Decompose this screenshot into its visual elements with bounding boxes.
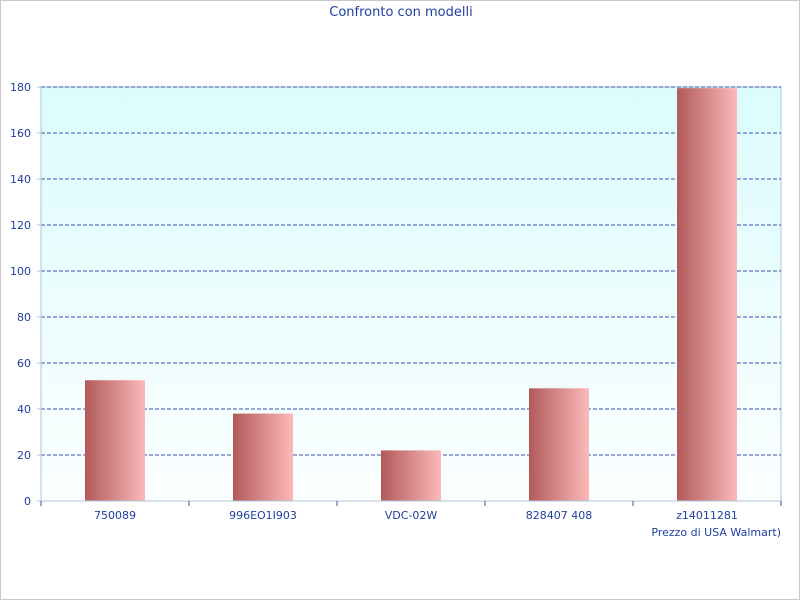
bar [381, 450, 441, 501]
x-tick-label: VDC-02W [385, 509, 438, 522]
y-tick-label: 40 [17, 403, 31, 416]
x-tick-label: 828407 408 [526, 509, 592, 522]
bar [677, 88, 737, 502]
tick-labels: 0 20 40 60 80 100 120 140 160 180 750089 996EO1I903… [10, 81, 738, 522]
bars [85, 88, 737, 502]
plot-area [40, 86, 782, 502]
x-tick-label: z14011281 [676, 509, 738, 522]
y-tick-label: 60 [17, 357, 31, 370]
chart-title: Confronto con modelli [329, 5, 473, 20]
y-tick-label: 120 [10, 219, 31, 232]
bar [529, 388, 589, 501]
y-tick-label: 20 [17, 449, 31, 462]
bar [85, 380, 145, 501]
y-tick-label: 140 [10, 173, 31, 186]
x-tick-label: 996EO1I903 [229, 509, 297, 522]
y-tick-label: 80 [17, 311, 31, 324]
y-tick-label: 100 [10, 265, 31, 278]
x-tick-label: 750089 [94, 509, 136, 522]
y-tick-label: 0 [24, 495, 31, 508]
x-axis-label: Prezzo di USA Walmart) [651, 526, 781, 539]
bar [233, 413, 293, 501]
y-tick-label: 180 [10, 81, 31, 94]
axes [40, 87, 782, 507]
y-tick-label: 160 [10, 127, 31, 140]
